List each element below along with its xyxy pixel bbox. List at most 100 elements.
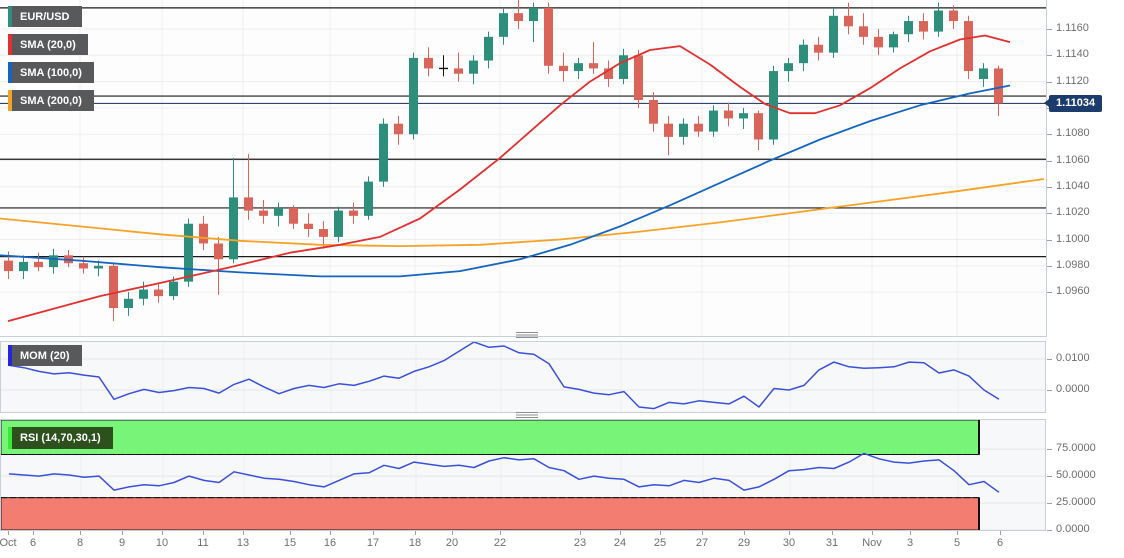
time-axis-label: 13 (236, 537, 250, 549)
axis-tick-mark (832, 531, 833, 535)
time-axis-label: 29 (737, 537, 751, 549)
time-axis-label: Oct (0, 537, 17, 549)
sma200-legend[interactable]: SMA (200,0) (8, 90, 94, 111)
time-axis-label: 3 (906, 537, 914, 549)
axis-tick-mark (8, 531, 9, 535)
price-axis-label: 1.1080 (1056, 127, 1090, 139)
axis-tick-mark (1047, 292, 1052, 293)
axis-tick-mark (33, 531, 34, 535)
main-chart-canvas[interactable] (0, 0, 1046, 336)
main-price-panel[interactable] (0, 0, 1047, 337)
axis-tick-mark (702, 531, 703, 535)
time-axis-label: 22 (493, 537, 507, 549)
price-tag-arrow-icon (1044, 98, 1049, 107)
axis-tick-mark (122, 531, 123, 535)
axis-tick-mark (580, 531, 581, 535)
time-axis-label: 15 (283, 537, 297, 549)
axis-tick-mark (500, 531, 501, 535)
last-price-value: 1.11034 (1056, 96, 1096, 109)
sma200-legend-label: SMA (200,0) (20, 94, 82, 107)
last-price-tag: 1.11034 (1044, 94, 1103, 112)
rsi-legend[interactable]: RSI (14,70,30,1) (8, 427, 113, 449)
time-axis-label: 6 (996, 537, 1004, 549)
time-axis-label: 27 (695, 537, 709, 549)
price-axis-label: 1.1020 (1056, 206, 1090, 218)
axis-tick-mark (1047, 82, 1052, 83)
axis-tick-mark (620, 531, 621, 535)
axis-tick-mark (1000, 531, 1001, 535)
axis-tick-mark (1047, 359, 1052, 360)
time-axis-label: 11 (197, 537, 209, 549)
time-axis-label: 25 (653, 537, 667, 549)
axis-tick-mark (203, 531, 204, 535)
axis-tick-mark (290, 531, 291, 535)
axis-tick-mark (1047, 161, 1052, 162)
momentum-legend[interactable]: MOM (20) (8, 345, 82, 366)
axis-tick-mark (330, 531, 331, 535)
panel-resize-grip-icon[interactable] (516, 332, 538, 340)
axis-tick-mark (660, 531, 661, 535)
axis-tick-mark (1047, 213, 1052, 214)
axis-tick-mark (1047, 240, 1052, 241)
axis-tick-mark (1047, 476, 1052, 477)
time-axis-label: 10 (155, 537, 169, 549)
time-axis-label: 5 (953, 537, 961, 549)
axis-tick-mark (1047, 503, 1052, 504)
rsi-legend-label: RSI (14,70,30,1) (20, 432, 101, 444)
axis-tick-mark (789, 531, 790, 535)
time-axis-label: 18 (408, 537, 422, 549)
rsi-axis-label: 0.0000 (1056, 523, 1090, 535)
rsi-axis-label: 25.0000 (1056, 496, 1096, 508)
price-axis-label: 1.0960 (1056, 285, 1090, 297)
time-axis-label: 20 (445, 537, 459, 549)
time-axis-label: 23 (573, 537, 587, 549)
time-axis-label: 17 (366, 537, 380, 549)
axis-tick-mark (1047, 390, 1052, 391)
sma100-legend[interactable]: SMA (100,0) (8, 62, 94, 83)
axis-tick-mark (1047, 134, 1052, 135)
instrument-legend[interactable]: EUR/USD (8, 6, 82, 27)
price-axis-label: 1.1120 (1056, 75, 1089, 87)
axis-tick-mark (1047, 29, 1052, 30)
momentum-chart-canvas[interactable] (1, 342, 1045, 412)
sma100-legend-label: SMA (100,0) (20, 66, 82, 79)
axis-tick-mark (872, 531, 873, 535)
sma20-legend[interactable]: SMA (20,0) (8, 34, 88, 55)
axis-tick-mark (452, 531, 453, 535)
panel-resize-grip-icon[interactable] (516, 412, 538, 420)
rsi-chart-canvas[interactable] (1, 420, 1045, 530)
axis-tick-mark (1047, 530, 1052, 531)
price-axis-label: 1.1140 (1056, 48, 1089, 60)
axis-tick-mark (80, 531, 81, 535)
time-axis-label: 30 (782, 537, 796, 549)
time-axis-label: 31 (825, 537, 839, 549)
time-axis-label: 6 (29, 537, 37, 549)
rsi-axis-label: 50.0000 (1056, 469, 1096, 481)
sma20-legend-label: SMA (20,0) (20, 38, 76, 51)
momentum-panel[interactable] (0, 341, 1046, 413)
axis-tick-mark (243, 531, 244, 535)
momentum-axis-label: 0.0100 (1056, 352, 1090, 364)
rsi-panel[interactable] (0, 419, 1046, 531)
rsi-axis-label: 75.0000 (1056, 442, 1096, 454)
axis-tick-mark (1047, 187, 1052, 188)
axis-tick-mark (1047, 449, 1052, 450)
time-axis-label: 8 (76, 537, 84, 549)
price-axis-label: 1.1160 (1056, 22, 1089, 34)
momentum-legend-label: MOM (20) (20, 349, 70, 362)
axis-tick-mark (415, 531, 416, 535)
instrument-legend-label: EUR/USD (20, 10, 70, 23)
momentum-axis-label: 0.0000 (1056, 383, 1090, 395)
axis-tick-mark (1047, 55, 1052, 56)
axis-tick-mark (957, 531, 958, 535)
time-axis-label: Nov (862, 537, 882, 549)
price-axis-label: 1.1060 (1056, 154, 1090, 166)
axis-tick-mark (1047, 266, 1052, 267)
axis-tick-mark (910, 531, 911, 535)
time-axis-label: 16 (323, 537, 337, 549)
axis-tick-mark (744, 531, 745, 535)
axis-tick-mark (373, 531, 374, 535)
time-axis-label: 24 (613, 537, 627, 549)
price-axis-label: 1.1040 (1056, 180, 1090, 192)
